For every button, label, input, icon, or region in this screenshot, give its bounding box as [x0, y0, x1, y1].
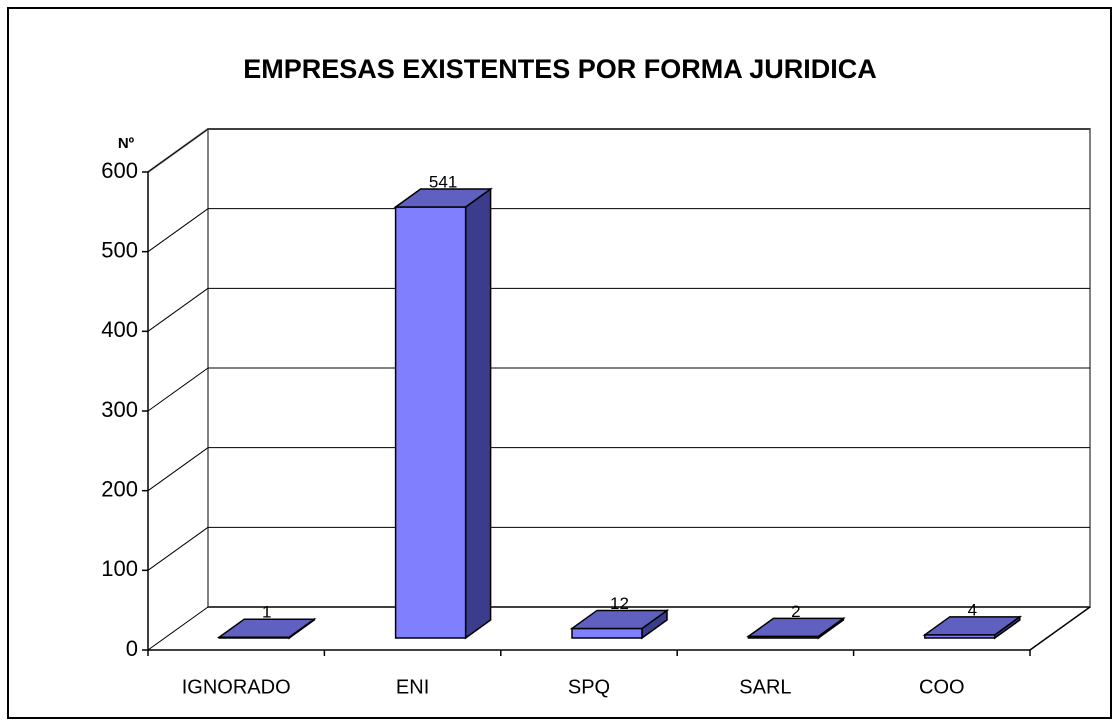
value-label: 541 [429, 172, 457, 191]
x-tick-label: ENI [396, 676, 429, 698]
x-tick-label: SPQ [568, 676, 610, 698]
bar-top [393, 188, 493, 208]
floor-right-edge [1029, 606, 1091, 651]
y-axis-label: Nº [118, 135, 135, 152]
bar-top [746, 617, 846, 638]
bar-side [464, 187, 492, 640]
bar-top [569, 609, 670, 630]
x-tick-label: COO [919, 676, 965, 698]
y-tick-label: 100 [101, 556, 138, 581]
y-tick-label: 600 [101, 158, 138, 183]
side-grid-line [147, 287, 209, 332]
side-grid-line [147, 208, 209, 253]
bar-top [216, 618, 317, 638]
side-grid-line [147, 447, 209, 492]
value-label: 12 [610, 594, 629, 613]
x-tick-label: SARL [739, 676, 791, 698]
bar-top [922, 616, 1023, 636]
bar [571, 627, 643, 639]
y-tick-label: 200 [101, 476, 138, 501]
y-tick-label: 500 [101, 237, 138, 262]
side-grid-line [147, 367, 209, 412]
bar [394, 206, 467, 639]
y-tick-label: 400 [101, 317, 138, 342]
chart-title: EMPRESAS EXISTENTES POR FORMA JURIDICA [243, 54, 877, 84]
y-tick-label: 300 [101, 397, 138, 422]
value-label: 1 [262, 603, 271, 622]
y-tick-label: 0 [126, 636, 138, 661]
side-grid-line [147, 526, 209, 571]
value-label: 4 [968, 600, 977, 619]
side-grid-line [147, 606, 209, 651]
value-label: 2 [791, 602, 800, 621]
side-grid-line [147, 128, 209, 173]
x-tick-label: IGNORADO [182, 676, 291, 698]
